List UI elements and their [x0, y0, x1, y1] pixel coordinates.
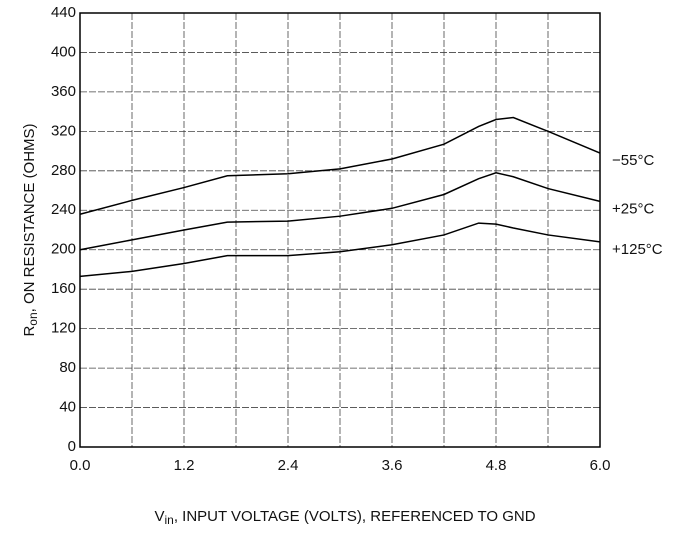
y-axis-label: Ron, ON RESISTANCE (OHMS) — [21, 123, 40, 336]
x-label-subscript: in — [164, 513, 173, 527]
y-label-subscript: on — [26, 312, 40, 325]
y-tick-label: 120 — [51, 320, 76, 337]
x-tick-label: 0.0 — [70, 457, 91, 474]
y-label-symbol: R — [21, 326, 38, 337]
x-tick-label: 4.8 — [486, 457, 507, 474]
y-tick-label: 320 — [51, 122, 76, 139]
x-label-symbol: V — [154, 508, 164, 525]
x-tick-label: 2.4 — [278, 457, 299, 474]
series-line — [79, 172, 601, 251]
x-tick-label: 3.6 — [382, 457, 403, 474]
x-tick-label: 1.2 — [174, 457, 195, 474]
y-tick-label: 400 — [51, 43, 76, 60]
x-tick-label: 6.0 — [590, 457, 611, 474]
y-tick-label: 40 — [59, 399, 76, 416]
series-line — [79, 222, 601, 278]
series-label: +25°C — [612, 200, 654, 217]
y-tick-label: 0 — [68, 438, 76, 455]
series-label: −55°C — [612, 152, 654, 169]
y-tick-label: 160 — [51, 280, 76, 297]
y-tick-label: 200 — [51, 241, 76, 258]
plot-frame — [79, 12, 601, 448]
y-label-text: , ON RESISTANCE (OHMS) — [21, 123, 38, 312]
y-tick-label: 440 — [51, 4, 76, 21]
x-label-text: , INPUT VOLTAGE (VOLTS), REFERENCED TO G… — [174, 508, 536, 525]
x-axis-label: Vin, INPUT VOLTAGE (VOLTS), REFERENCED T… — [154, 508, 535, 527]
y-tick-label: 360 — [51, 83, 76, 100]
y-tick-label: 280 — [51, 162, 76, 179]
y-tick-label: 80 — [59, 359, 76, 376]
series-label: +125°C — [612, 241, 663, 258]
series-line — [79, 116, 601, 215]
y-tick-label: 240 — [51, 201, 76, 218]
